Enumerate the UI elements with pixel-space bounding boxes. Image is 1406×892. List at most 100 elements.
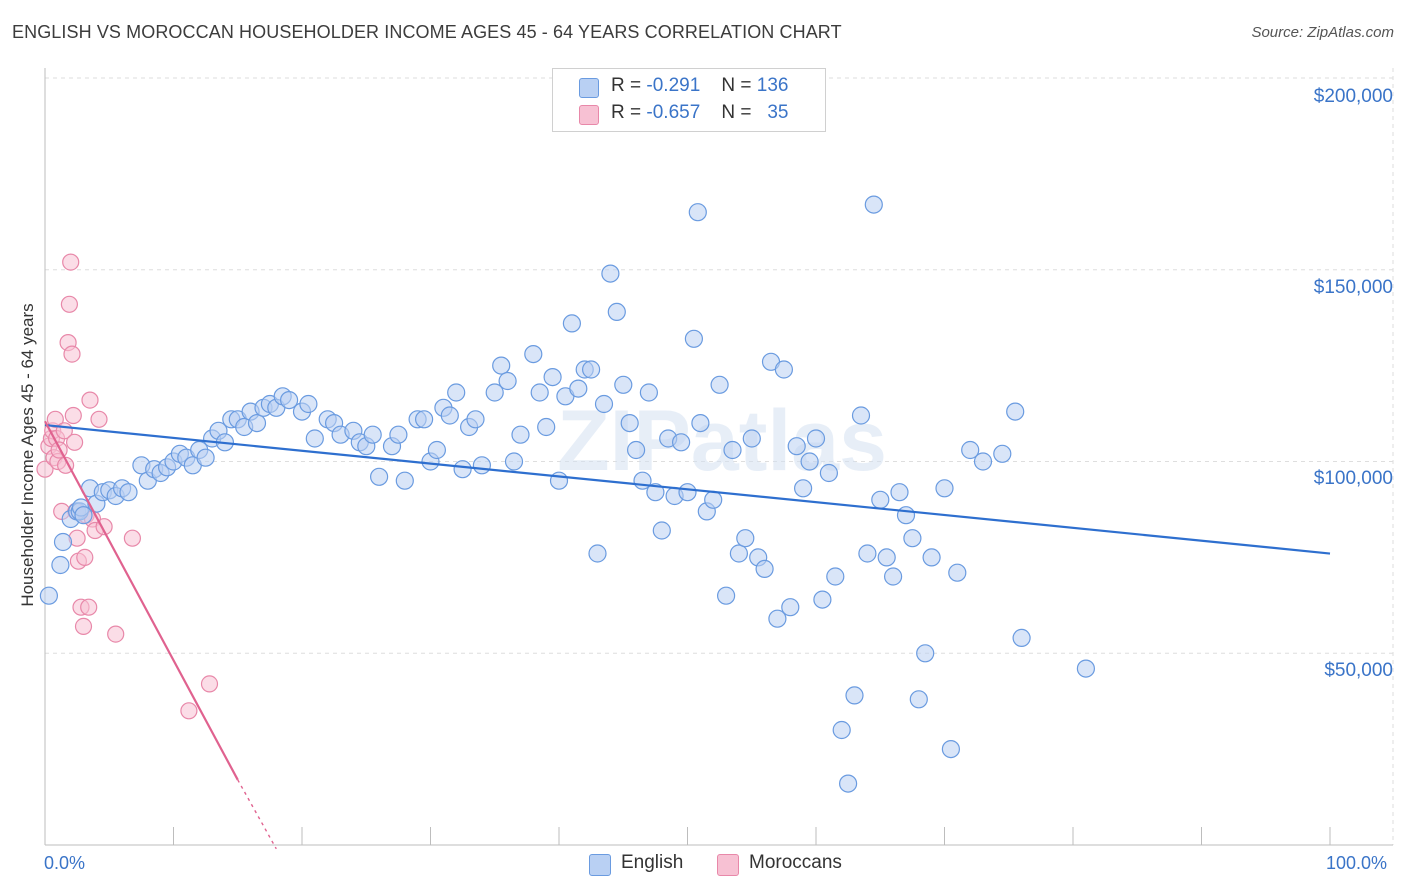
- data-point: [60, 295, 79, 313]
- data-point: [81, 391, 99, 409]
- data-point: [46, 410, 64, 428]
- data-point: [363, 425, 382, 444]
- x-axis: [44, 68, 1393, 846]
- data-point: [819, 463, 839, 483]
- data-point: [1012, 628, 1031, 648]
- x-tick-label-max: 100.0%: [1326, 853, 1388, 873]
- data-point: [581, 360, 601, 379]
- data-point: [710, 375, 729, 394]
- data-point: [588, 544, 607, 563]
- data-point: [781, 598, 800, 617]
- data-point: [729, 544, 749, 563]
- data-point: [200, 675, 219, 693]
- data-point: [485, 383, 504, 402]
- data-point: [180, 702, 198, 720]
- data-point: [543, 368, 562, 387]
- data-point: [838, 774, 858, 793]
- moroccan-trend-line: [44, 420, 239, 781]
- data-point: [64, 406, 82, 425]
- data-point: [74, 506, 93, 525]
- data-point: [76, 548, 94, 567]
- data-point: [688, 203, 707, 222]
- data-point: [65, 433, 84, 451]
- data-point: [620, 414, 639, 433]
- data-point: [646, 483, 665, 502]
- y-tick-label-100000: $100,000: [1313, 468, 1393, 489]
- data-point: [247, 414, 267, 433]
- moroccan-swatch: [579, 105, 599, 125]
- data-point: [63, 345, 81, 363]
- data-point: [119, 483, 138, 502]
- data-point: [123, 529, 141, 547]
- data-point: [537, 417, 556, 437]
- data-point: [941, 739, 961, 759]
- legend-n-value-english: 136: [756, 75, 789, 96]
- data-point: [614, 375, 633, 394]
- source-label: Source: ZipAtlas.com: [1251, 24, 1394, 41]
- data-point: [890, 483, 909, 502]
- data-point: [935, 479, 954, 498]
- data-point: [787, 437, 806, 456]
- data-point: [684, 329, 704, 348]
- data-point: [736, 529, 755, 548]
- data-point: [961, 440, 980, 460]
- series-legend: English Moroccans: [0, 852, 1406, 878]
- y-tick-label-50000: $50,000: [1324, 660, 1393, 681]
- data-point: [671, 433, 691, 452]
- data-point: [492, 356, 511, 375]
- data-point: [883, 567, 903, 586]
- data-point: [447, 383, 466, 402]
- data-point: [90, 410, 108, 428]
- legend-label-moroccans: Moroccans: [749, 852, 842, 873]
- data-point: [498, 371, 517, 391]
- data-point: [440, 406, 459, 425]
- data-point: [774, 360, 794, 379]
- data-point: [530, 383, 549, 402]
- data-point: [1006, 402, 1025, 421]
- english-swatch: [589, 854, 611, 876]
- data-point: [813, 590, 832, 609]
- data-point: [716, 586, 736, 605]
- data-point: [39, 586, 59, 605]
- data-point: [851, 406, 871, 425]
- legend-n-label: N =: [721, 102, 752, 123]
- data-point: [453, 460, 472, 479]
- legend-n-value-moroccan: 35: [767, 102, 789, 123]
- correlation-legend: R = -0.291 N = 136 R = -0.657 N = 35: [552, 68, 826, 132]
- legend-n-label: N =: [721, 75, 752, 96]
- data-point: [370, 467, 389, 486]
- data-point: [511, 425, 530, 444]
- data-point: [800, 452, 819, 471]
- data-point: [652, 521, 671, 540]
- data-point: [858, 544, 877, 563]
- data-point: [626, 440, 646, 460]
- data-point: [196, 448, 215, 467]
- data-point: [704, 490, 723, 509]
- data-point: [826, 567, 845, 586]
- data-point: [678, 483, 697, 502]
- data-point: [993, 444, 1012, 463]
- legend-r-label: R =: [611, 75, 642, 96]
- y-axis-label: Householder Income Ages 45 - 64 years: [18, 303, 37, 607]
- data-point: [948, 563, 967, 582]
- y-axis-label-wrap: Householder Income Ages 45 - 64 years: [18, 303, 38, 606]
- data-point: [107, 625, 125, 643]
- moroccan-points: [36, 253, 219, 720]
- data-point: [723, 440, 742, 460]
- data-point: [973, 452, 993, 471]
- x-tick-label-min: 0.0%: [44, 853, 86, 873]
- english-swatch: [579, 78, 599, 98]
- data-point: [793, 479, 813, 498]
- y-tick-label-150000: $150,000: [1313, 277, 1393, 298]
- data-point: [53, 532, 73, 552]
- data-point: [36, 460, 54, 478]
- data-point: [877, 548, 896, 567]
- data-point: [427, 440, 446, 460]
- data-point: [755, 559, 774, 579]
- data-point: [832, 720, 851, 740]
- data-point: [1076, 659, 1096, 678]
- moroccan-trend-extension: [237, 779, 277, 850]
- data-point: [280, 391, 299, 410]
- moroccan-swatch: [717, 854, 739, 876]
- chart-title: ENGLISH VS MOROCCAN HOUSEHOLDER INCOME A…: [12, 22, 842, 42]
